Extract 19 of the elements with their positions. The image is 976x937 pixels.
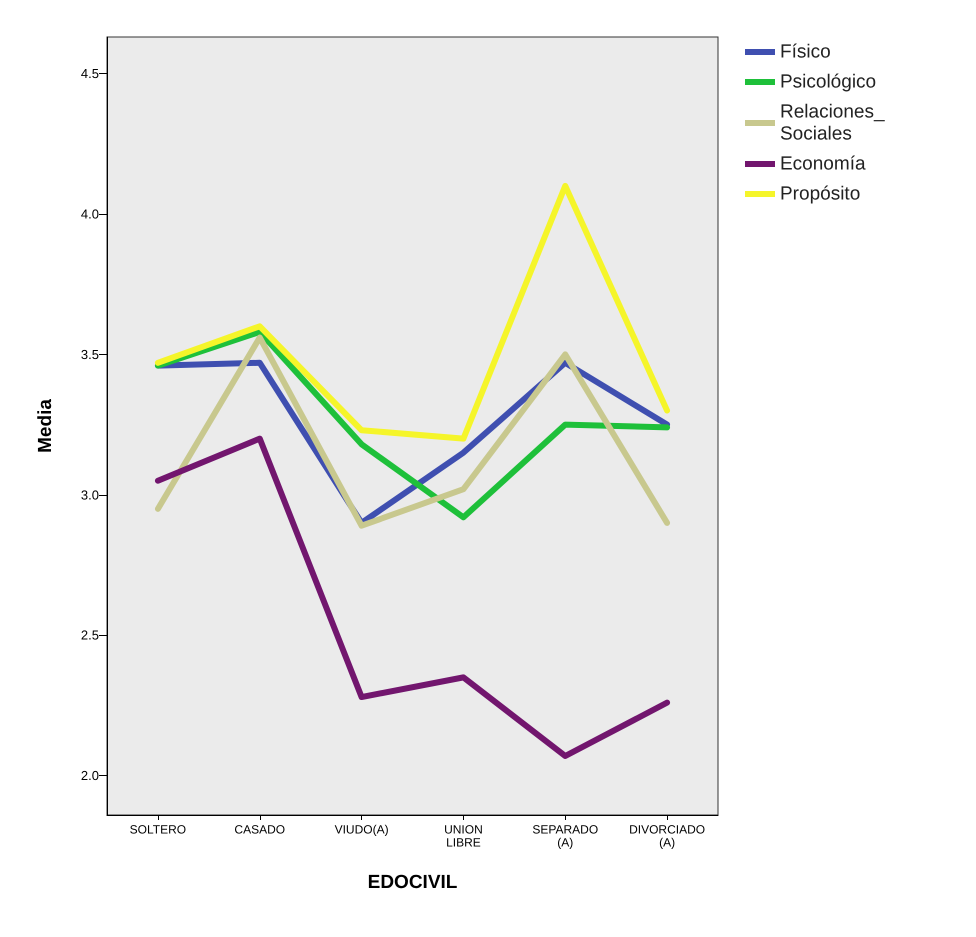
y-tick-label: 2.0 xyxy=(80,768,99,784)
legend-label: Relaciones_ Sociales xyxy=(780,102,885,144)
x-tick-label: UNION LIBRE xyxy=(444,822,483,850)
y-tick-label: 4.5 xyxy=(80,66,99,82)
legend-label: Economía xyxy=(780,154,866,174)
y-axis-title: Media xyxy=(35,398,56,453)
x-tick-label: VIUDO(A) xyxy=(334,822,389,836)
x-tick-label: DIVORCIADO (A) xyxy=(629,822,706,850)
y-tick-label: 2.5 xyxy=(80,628,99,643)
legend-label: Propósito xyxy=(780,184,860,204)
x-axis-title: EDOCIVIL xyxy=(368,872,458,893)
x-tick-label: SEPARADO (A) xyxy=(532,822,598,850)
x-tick-label: CASADO xyxy=(234,822,286,836)
x-tick-label: SOLTERO xyxy=(130,822,186,836)
legend-label: Psicológico xyxy=(780,72,876,92)
y-tick-label: 3.5 xyxy=(80,346,99,362)
y-tick-label: 4.0 xyxy=(80,206,99,222)
y-tick-label: 3.0 xyxy=(80,487,99,502)
legend-label: Físico xyxy=(780,42,831,62)
